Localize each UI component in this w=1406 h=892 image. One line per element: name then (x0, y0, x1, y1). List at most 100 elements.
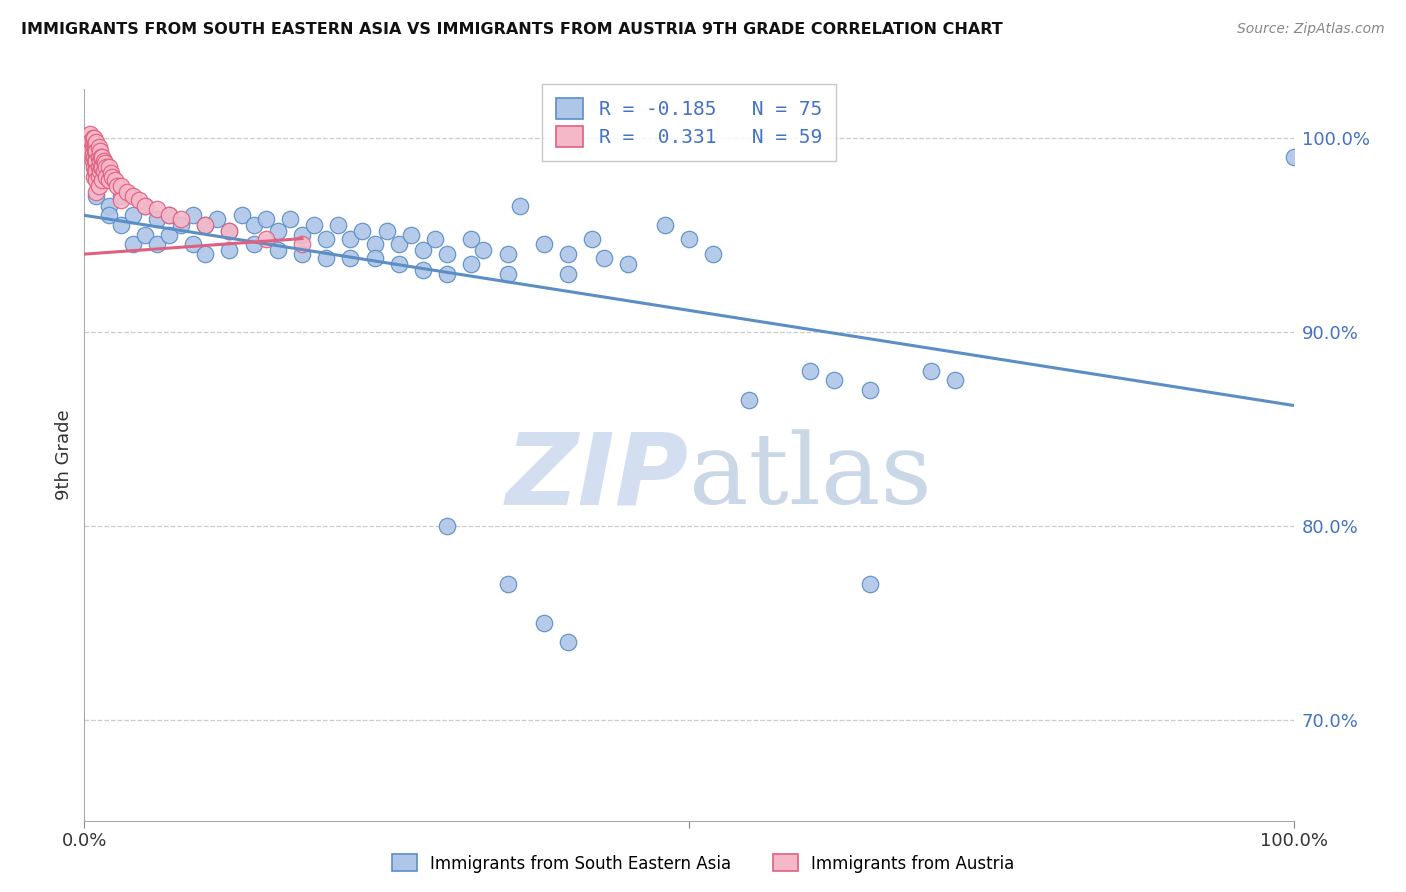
Point (375, 224, 398, 238)
Point (134, 227, 156, 242)
Point (799, 363, 821, 377)
Point (97, 208, 120, 222)
Point (399, 227, 422, 242)
Point (218, 224, 240, 238)
Point (87, 169, 110, 184)
Point (101, 169, 124, 184)
Point (352, 224, 374, 238)
Point (231, 208, 253, 222)
Point (82, 138, 104, 153)
Point (254, 231, 277, 245)
Text: IMMIGRANTS FROM SOUTH EASTERN ASIA VS IMMIGRANTS FROM AUSTRIA 9TH GRADE CORRELAT: IMMIGRANTS FROM SOUTH EASTERN ASIA VS IM… (21, 22, 1002, 37)
Point (823, 373, 845, 387)
Text: atlas: atlas (689, 429, 932, 524)
Point (328, 218, 350, 232)
Point (100, 166, 122, 180)
Point (557, 267, 579, 281)
Point (339, 231, 361, 245)
Point (617, 257, 640, 271)
Point (87, 140, 110, 154)
Point (436, 267, 458, 281)
Point (105, 179, 128, 194)
Legend: R = -0.185   N = 75, R =  0.331   N = 59: R = -0.185 N = 75, R = 0.331 N = 59 (543, 84, 835, 161)
Point (859, 577, 882, 591)
Point (678, 231, 700, 245)
Point (110, 193, 132, 207)
Point (91, 150, 114, 164)
Point (920, 363, 942, 377)
Point (557, 635, 579, 649)
Point (82, 130, 104, 145)
Point (278, 212, 301, 227)
Point (82, 153, 104, 168)
Point (593, 251, 616, 265)
Point (90, 150, 112, 164)
Point (267, 244, 290, 258)
Point (97, 199, 120, 213)
Point (181, 208, 204, 222)
Point (94, 156, 117, 170)
Point (496, 267, 519, 281)
Point (110, 179, 132, 194)
Point (170, 212, 193, 227)
Point (472, 244, 495, 258)
Point (423, 231, 446, 245)
Point (93, 153, 115, 168)
Point (83, 169, 105, 184)
Point (157, 208, 180, 222)
Point (412, 262, 434, 277)
Point (86, 135, 108, 149)
Point (436, 247, 458, 261)
Point (83, 160, 105, 174)
Point (87, 160, 110, 174)
Point (291, 247, 314, 261)
Point (496, 577, 519, 591)
Point (315, 251, 337, 265)
Point (194, 218, 217, 232)
Point (207, 212, 229, 227)
Point (218, 244, 240, 258)
Point (84, 145, 107, 159)
Point (339, 251, 361, 265)
Point (388, 237, 411, 252)
Point (94, 169, 117, 184)
Point (460, 257, 482, 271)
Point (654, 218, 676, 232)
Point (581, 231, 603, 245)
Point (146, 237, 169, 252)
Point (86, 189, 108, 203)
Text: Source: ZipAtlas.com: Source: ZipAtlas.com (1237, 22, 1385, 37)
Point (170, 218, 193, 232)
Point (128, 193, 150, 207)
Point (460, 231, 482, 245)
Point (146, 202, 169, 217)
Point (87, 150, 110, 164)
Point (97, 173, 120, 187)
Point (86, 163, 108, 178)
Point (86, 173, 108, 187)
Point (84, 153, 107, 168)
Point (121, 208, 143, 222)
Point (291, 237, 314, 252)
Point (86, 153, 108, 168)
Point (436, 518, 458, 533)
Point (1282, 150, 1305, 164)
Point (89, 163, 111, 178)
Text: ZIP: ZIP (506, 428, 689, 525)
Point (181, 237, 204, 252)
Point (254, 212, 277, 227)
Point (315, 231, 337, 245)
Point (242, 237, 264, 252)
Point (84, 136, 107, 151)
Point (134, 199, 156, 213)
Point (218, 224, 240, 238)
Point (557, 247, 579, 261)
Point (859, 383, 882, 397)
Point (943, 373, 966, 387)
Point (291, 227, 314, 242)
Point (84, 163, 107, 178)
Point (79, 127, 101, 141)
Point (121, 189, 143, 203)
Point (267, 224, 290, 238)
Point (388, 257, 411, 271)
